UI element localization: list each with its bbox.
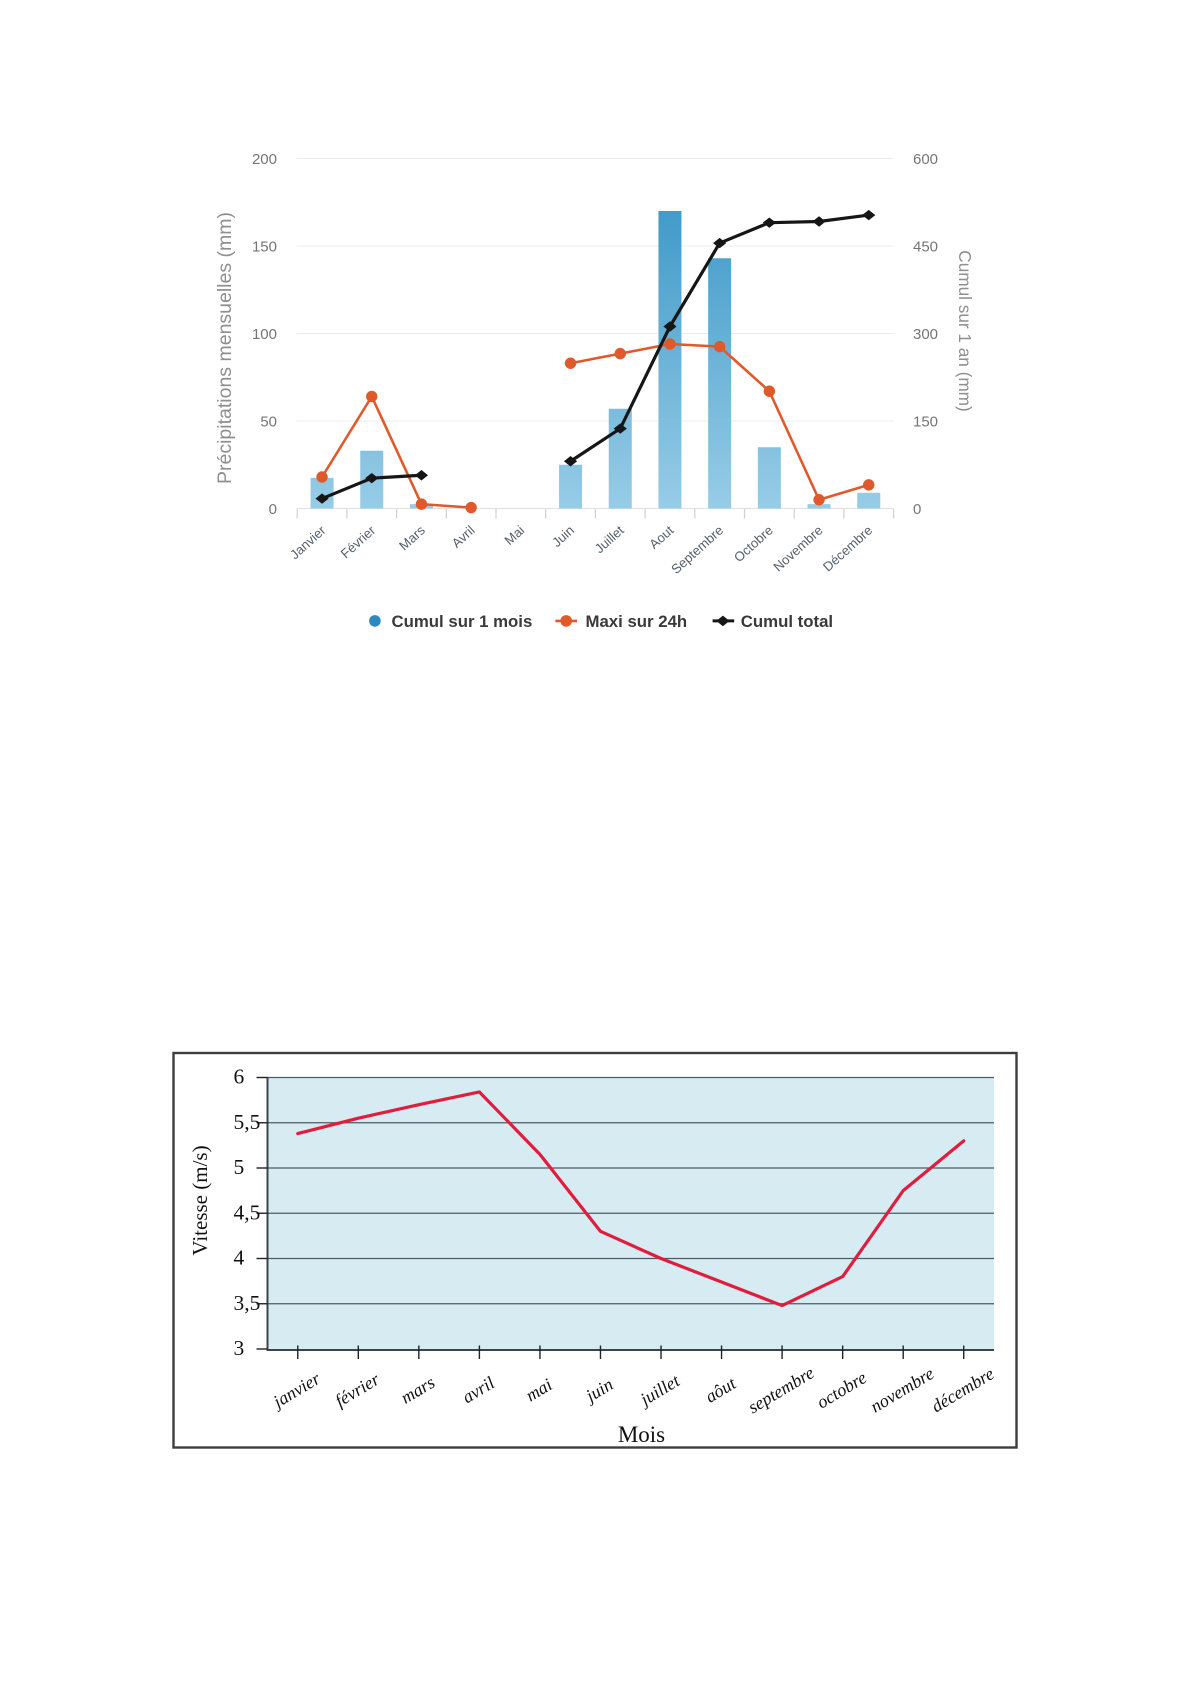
svg-text:300: 300 <box>913 326 938 343</box>
svg-text:100: 100 <box>252 326 277 343</box>
svg-text:Février: Février <box>338 522 379 561</box>
svg-text:Précipitations mensuelles (mm): Précipitations mensuelles (mm) <box>214 212 236 484</box>
svg-text:Mai: Mai <box>502 523 528 548</box>
svg-text:150: 150 <box>913 414 938 431</box>
svg-text:Octobre: Octobre <box>731 523 776 566</box>
svg-text:Maxi sur 24h: Maxi sur 24h <box>586 612 688 631</box>
svg-text:Cumul sur 1 an (mm): Cumul sur 1 an (mm) <box>955 250 975 411</box>
svg-text:Juillet: Juillet <box>592 522 627 556</box>
svg-text:Novembre: Novembre <box>770 523 825 575</box>
svg-text:Décembre: Décembre <box>820 523 875 575</box>
svg-text:5: 5 <box>234 1155 245 1179</box>
svg-text:3,5: 3,5 <box>234 1291 261 1315</box>
svg-text:0: 0 <box>913 501 921 518</box>
svg-text:150: 150 <box>252 239 277 256</box>
svg-text:Aout: Aout <box>646 522 676 552</box>
svg-text:Vitesse (m/s): Vitesse (m/s) <box>188 1145 212 1255</box>
svg-text:Janvier: Janvier <box>287 522 329 562</box>
svg-text:0: 0 <box>269 501 277 518</box>
svg-text:50: 50 <box>260 414 277 431</box>
svg-text:Cumul total: Cumul total <box>741 612 833 631</box>
svg-text:Mois: Mois <box>618 1422 665 1447</box>
svg-text:4: 4 <box>234 1246 245 1270</box>
svg-text:6: 6 <box>234 1065 245 1089</box>
svg-text:Cumul sur 1 mois: Cumul sur 1 mois <box>392 612 533 631</box>
svg-text:600: 600 <box>913 151 938 168</box>
svg-text:200: 200 <box>252 151 277 168</box>
svg-text:Septembre: Septembre <box>668 523 726 577</box>
svg-text:Mars: Mars <box>396 522 428 553</box>
svg-text:Avril: Avril <box>449 523 478 551</box>
svg-text:450: 450 <box>913 239 938 256</box>
svg-text:3: 3 <box>234 1336 245 1360</box>
svg-text:Juin: Juin <box>549 523 577 550</box>
svg-text:4,5: 4,5 <box>234 1200 261 1224</box>
svg-text:5,5: 5,5 <box>234 1110 261 1134</box>
